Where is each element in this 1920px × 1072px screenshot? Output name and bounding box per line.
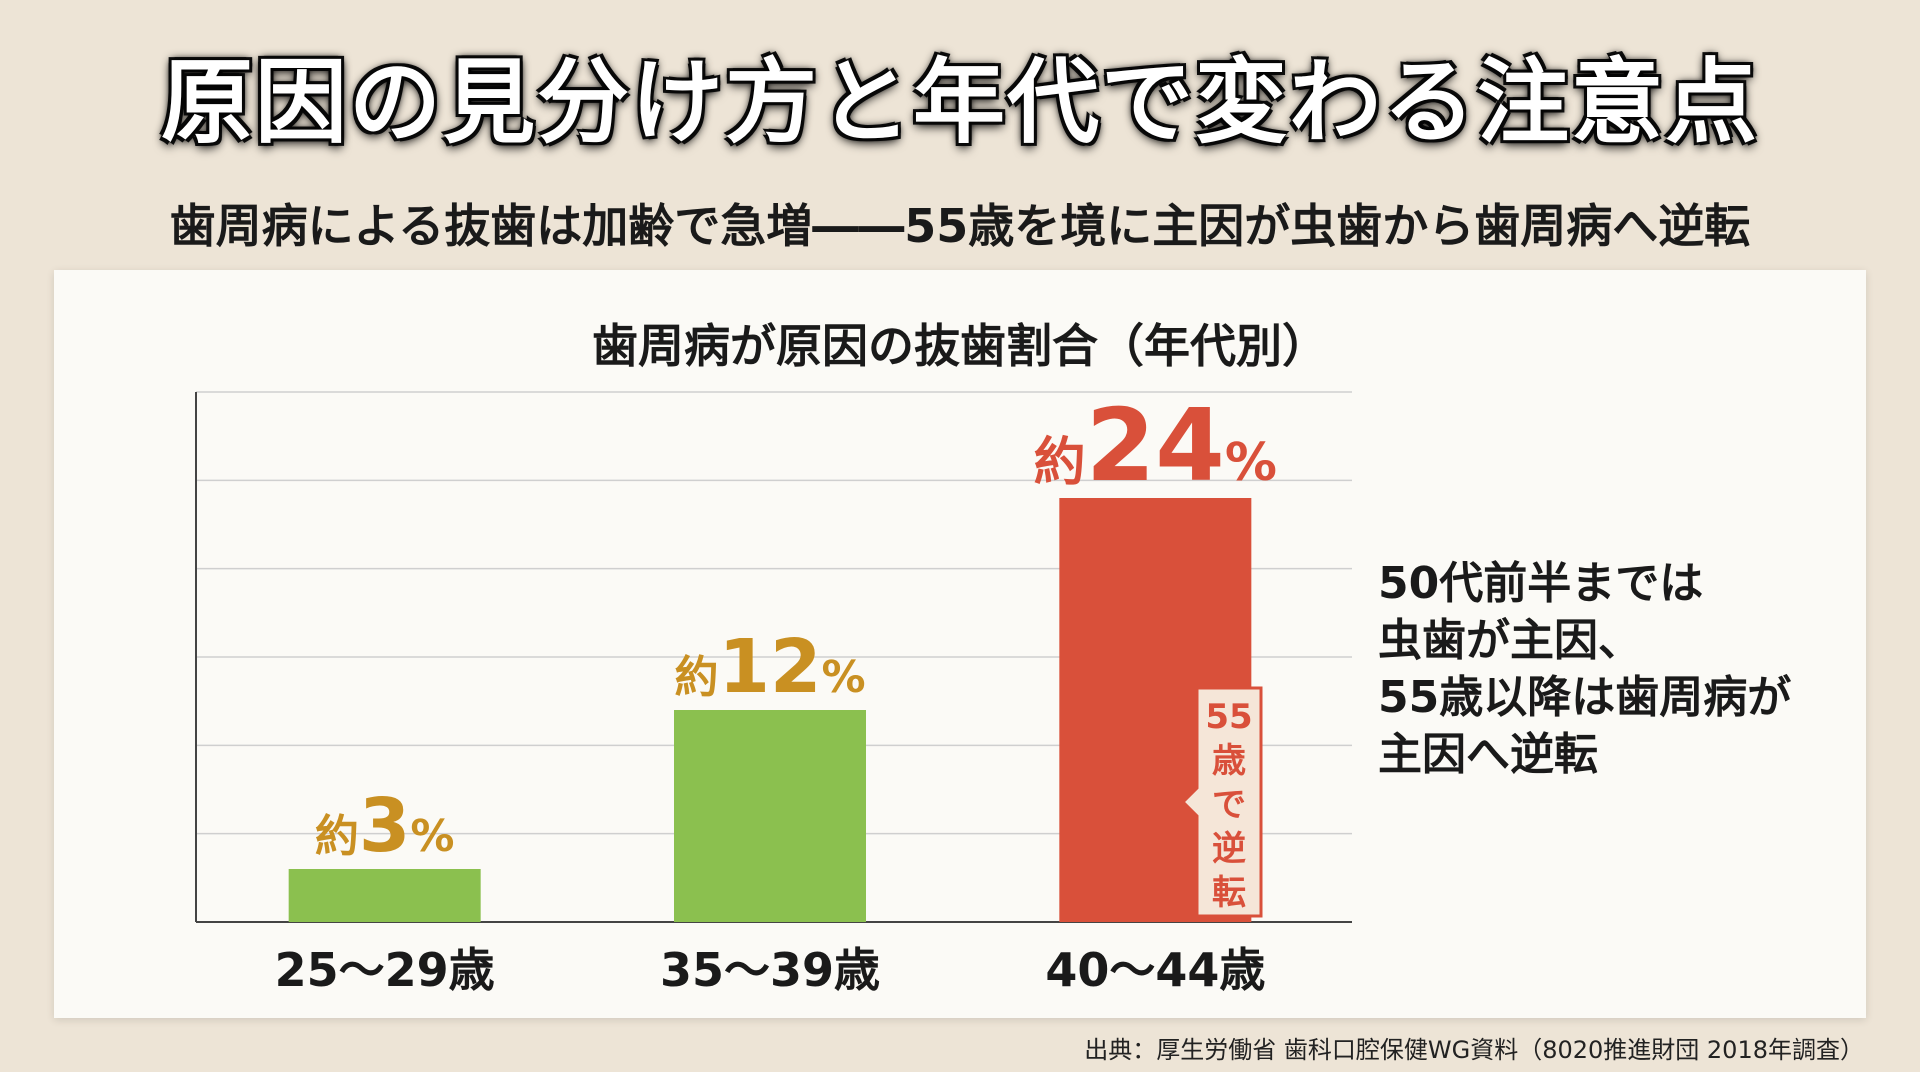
side-note-line: 55歳以降は歯周病が xyxy=(1378,672,1792,723)
callout-text: で xyxy=(1212,785,1246,825)
callout-text: 歳 xyxy=(1212,741,1246,781)
callout-text: 転 xyxy=(1212,873,1246,913)
bar xyxy=(288,869,481,922)
side-note: 50代前半までは 虫歯が主因、 55歳以降は歯周病が 主因へ逆転 xyxy=(1378,555,1858,783)
side-note-line: 虫歯が主因、 xyxy=(1378,615,1642,666)
side-note-line: 主因へ逆転 xyxy=(1378,729,1598,780)
x-tick-label: 25〜29歳 xyxy=(275,943,495,997)
bar xyxy=(674,710,866,922)
callout-text: 55 xyxy=(1205,697,1252,737)
callout-box xyxy=(1180,686,1263,918)
callout-text: 逆 xyxy=(1212,829,1246,869)
side-note-line: 50代前半までは xyxy=(1378,558,1704,609)
x-tick-label: 35〜39歳 xyxy=(660,943,880,997)
x-tick-label: 40〜44歳 xyxy=(1045,943,1265,997)
source-note: 出典：厚生労働省 歯科口腔保健WG資料（8020推進財団 2018年調査） xyxy=(1084,1036,1864,1064)
data-label: 約3% xyxy=(315,783,455,869)
data-label: 約24% xyxy=(1034,387,1277,504)
page-title: 原因の見分け方と年代で変わる注意点 xyxy=(160,49,1759,156)
chart-title: 歯周病が原因の抜歯割合（年代別） xyxy=(592,319,1328,373)
page-subtitle: 歯周病による抜歯は加齢で急増――55歳を境に主因が虫歯から歯周病へ逆転 xyxy=(169,199,1751,253)
data-label: 約12% xyxy=(674,624,865,710)
